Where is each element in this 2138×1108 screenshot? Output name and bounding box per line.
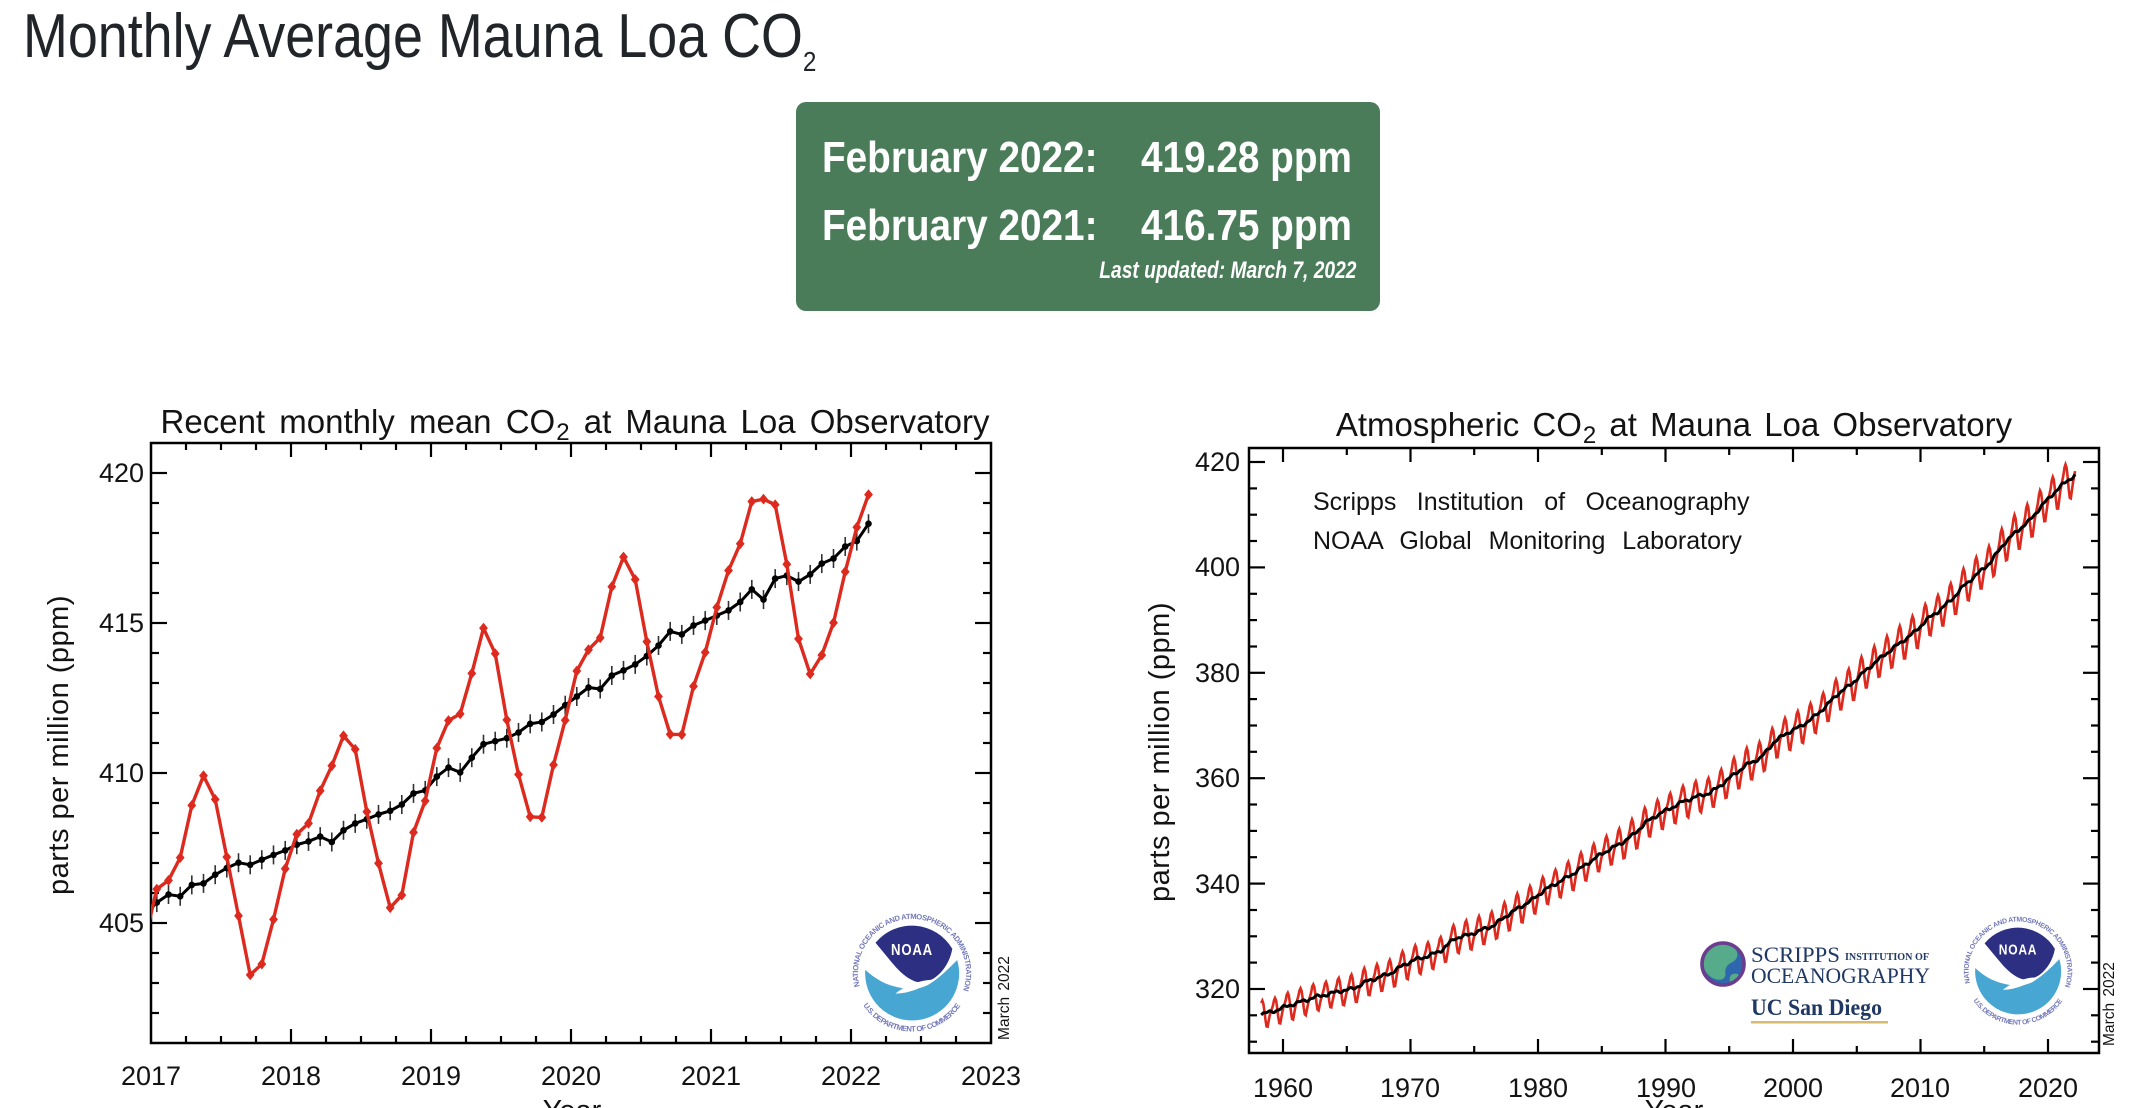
svg-text:1960: 1960 xyxy=(1253,1073,1313,1103)
svg-text:2010: 2010 xyxy=(1890,1073,1950,1103)
svg-text:INSTITUTION OF: INSTITUTION OF xyxy=(1845,952,1929,963)
svg-text:400: 400 xyxy=(1195,552,1240,582)
svg-text:420: 420 xyxy=(99,458,144,488)
svg-text:380: 380 xyxy=(1195,658,1240,688)
svg-text:1990: 1990 xyxy=(1636,1073,1696,1103)
svg-text:OCEANOGRAPHY: OCEANOGRAPHY xyxy=(1751,963,1930,988)
svg-text:2019: 2019 xyxy=(401,1061,461,1091)
svg-text:March 2022: March 2022 xyxy=(996,956,1013,1040)
svg-text:Scripps Institution of Oceanog: Scripps Institution of Oceanography xyxy=(1313,488,1750,516)
svg-text:March 2022: March 2022 xyxy=(2101,962,2118,1046)
svg-text:NOAA Global Monitoring Laborat: NOAA Global Monitoring Laboratory xyxy=(1313,527,1742,555)
svg-text:Year: Year xyxy=(1645,1095,1704,1108)
svg-text:340: 340 xyxy=(1195,869,1240,899)
svg-text:NOAA: NOAA xyxy=(891,942,933,959)
svg-text:2020: 2020 xyxy=(541,1061,601,1091)
svg-text:2023: 2023 xyxy=(961,1061,1021,1091)
svg-text:415: 415 xyxy=(99,608,144,638)
svg-text:2000: 2000 xyxy=(1763,1073,1823,1103)
svg-text:2021: 2021 xyxy=(681,1061,741,1091)
svg-text:1980: 1980 xyxy=(1508,1073,1568,1103)
svg-text:360: 360 xyxy=(1195,763,1240,793)
svg-text:UC San Diego: UC San Diego xyxy=(1751,995,1882,1020)
svg-text:Year: Year xyxy=(543,1095,602,1108)
svg-text:2018: 2018 xyxy=(261,1061,321,1091)
svg-text:320: 320 xyxy=(1195,974,1240,1004)
svg-text:410: 410 xyxy=(99,758,144,788)
svg-text:2022: 2022 xyxy=(821,1061,881,1091)
svg-text:Recent monthly mean CO2 at Mau: Recent monthly mean CO2 at Mauna Loa Obs… xyxy=(161,403,990,446)
svg-text:405: 405 xyxy=(99,908,144,938)
svg-text:parts per million (ppm): parts per million (ppm) xyxy=(43,595,75,895)
svg-text:Atmospheric CO2 at Mauna Loa O: Atmospheric CO2 at Mauna Loa Observatory xyxy=(1336,406,2013,449)
svg-text:420: 420 xyxy=(1195,447,1240,477)
svg-text:1970: 1970 xyxy=(1380,1073,1440,1103)
svg-text:2017: 2017 xyxy=(121,1061,181,1091)
svg-text:SCRIPPS: SCRIPPS xyxy=(1751,942,1840,967)
svg-text:2020: 2020 xyxy=(2018,1073,2078,1103)
svg-text:NOAA: NOAA xyxy=(1999,943,2037,959)
svg-text:parts per million (ppm): parts per million (ppm) xyxy=(1144,602,1176,902)
